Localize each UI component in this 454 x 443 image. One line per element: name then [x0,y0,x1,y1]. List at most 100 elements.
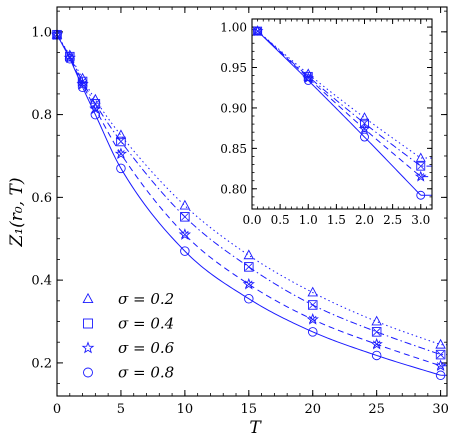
main-series-2-point-cross [436,350,445,359]
inset-series-1-point [303,68,314,78]
inset-series-3-point [358,122,371,134]
legend: σ = 0.2 σ = 0.4 σ = 0.6 σ = 0.8 [81,290,175,382]
main-series-3-point-cross [372,340,381,348]
main-series-1-point [115,129,127,140]
main-series-3-line [57,34,447,367]
legend-label-1: σ = 0.2 [118,290,174,308]
main-x-tick-label: 0 [53,402,61,417]
inset-y-tick-label: 0.85 [220,142,247,156]
legend-label-4: σ = 0.8 [118,364,174,382]
main-series-4-point [307,327,318,337]
main-series-1-point [243,249,255,260]
main-series-4-point [77,82,88,93]
inset-series-4-point [416,190,426,200]
main-series-4-line [57,34,447,376]
inset-series-1-point [252,25,263,35]
main-series-2-point-cross [181,213,189,221]
inset-series-3-point-cross [417,173,425,181]
inset-panel: 0.0 0.5 1.0 1.5 2.0 2.5 3.0 0.80 0.85 0.90 0.95 1.0… [220,18,433,227]
inset-series-4-point [360,132,369,142]
legend-marker-4 [83,367,93,378]
inset-series-4-point [303,75,313,85]
main-series-2-point [371,327,382,337]
legend-marker-3 [81,341,95,354]
main-series-2-point-cross [245,263,253,271]
main-y-tick-label: 0.4 [31,274,52,289]
main-series-3-point-cross [436,362,445,370]
main-x-tick-label: 25 [368,402,385,417]
inset-y-tick-label: 1.00 [220,21,247,35]
legend-marker-1 [82,292,94,304]
main-series-2-point [435,349,446,360]
inset-series-4-point [253,26,263,36]
inset-frame [251,18,433,210]
inset-series-3-line [257,30,432,178]
inset-series-2-line [257,30,432,167]
main-series-4-point [65,53,75,64]
main-y-tick-label: 1.0 [31,25,52,40]
y-axis-title: Z₁(r₀, T) [7,178,27,248]
inset-series-4-line [257,30,432,196]
legend-label-2: σ = 0.4 [118,315,174,333]
main-frame [56,6,448,397]
main-y-tick-label: 0.6 [31,191,52,206]
main-series-4-point [244,294,254,304]
main-series-4-point [90,109,101,120]
inset-y-tick-label: 0.95 [220,61,247,75]
inset-series-1-point [359,112,370,122]
main-x-tick-label: 5 [117,402,125,417]
main-series-4-point [180,246,190,256]
x-axis-title: T [249,418,262,438]
main-series-3-point-cross [117,150,125,158]
main-series-3-point [178,228,192,240]
main-x-tick-label: 10 [177,402,194,417]
legend-label-3: σ = 0.6 [118,339,175,357]
inset-series-3-point-cross [304,74,312,82]
main-series-3-point-cross [181,230,189,239]
main-series-4-point [371,350,382,361]
inset-series-1-point [415,152,426,162]
inset-y-tick-label: 0.80 [220,182,247,196]
main-y-tick-label: 0.8 [31,108,52,123]
main-series-3-point-cross [245,280,253,288]
main-series-4-point [435,370,446,381]
legend-marker-2 [83,318,93,329]
main-series-1-point [307,286,319,297]
main-series-3-point [306,312,319,325]
inset-x-tick-label: 3.0 [411,213,430,227]
inset-series-3-point-cross [361,125,368,133]
main-y-tick-label: 0.2 [31,356,52,371]
main-series-2-point [77,76,88,87]
main-series-2-point [244,262,254,272]
inset-x-tick-label: 0.5 [271,213,290,227]
inset-x-tick-label: 2.0 [355,213,374,227]
inset-series-3-point [414,170,427,182]
main-x-tick-label: 30 [432,402,449,417]
inset-y-tick-label: 0.90 [220,101,247,115]
inset-x-tick-label: 1.5 [327,213,346,227]
main-series-3-point [434,359,447,372]
main-series-1-point [435,338,446,349]
main-series-3-point [242,277,255,290]
main-series-1-point [371,315,382,326]
main-x-tick-label: 20 [304,402,321,417]
inset-x-tick-label: 1.0 [299,213,318,227]
main-series-2-point [116,136,126,147]
main-series-4-point [116,163,126,174]
main-series-3-point [114,147,128,160]
inset-series-2-point-cross [417,162,425,170]
inset-series-2-point [416,161,426,171]
main-series-2-point [180,212,190,222]
main-series-2-point-cross [372,328,381,336]
inset-series-2-point [360,118,369,128]
main-series-3-point-cross [309,315,317,324]
main-x-tick-label: 15 [241,402,258,417]
main-series-2-point-cross [309,301,317,309]
inset-x-tick-label: 2.5 [383,213,402,227]
main-series-2-point [307,300,318,310]
inset-series-1-line [257,30,432,159]
main-series-2-point-cross [117,137,125,146]
main-series-1-point [179,199,191,210]
